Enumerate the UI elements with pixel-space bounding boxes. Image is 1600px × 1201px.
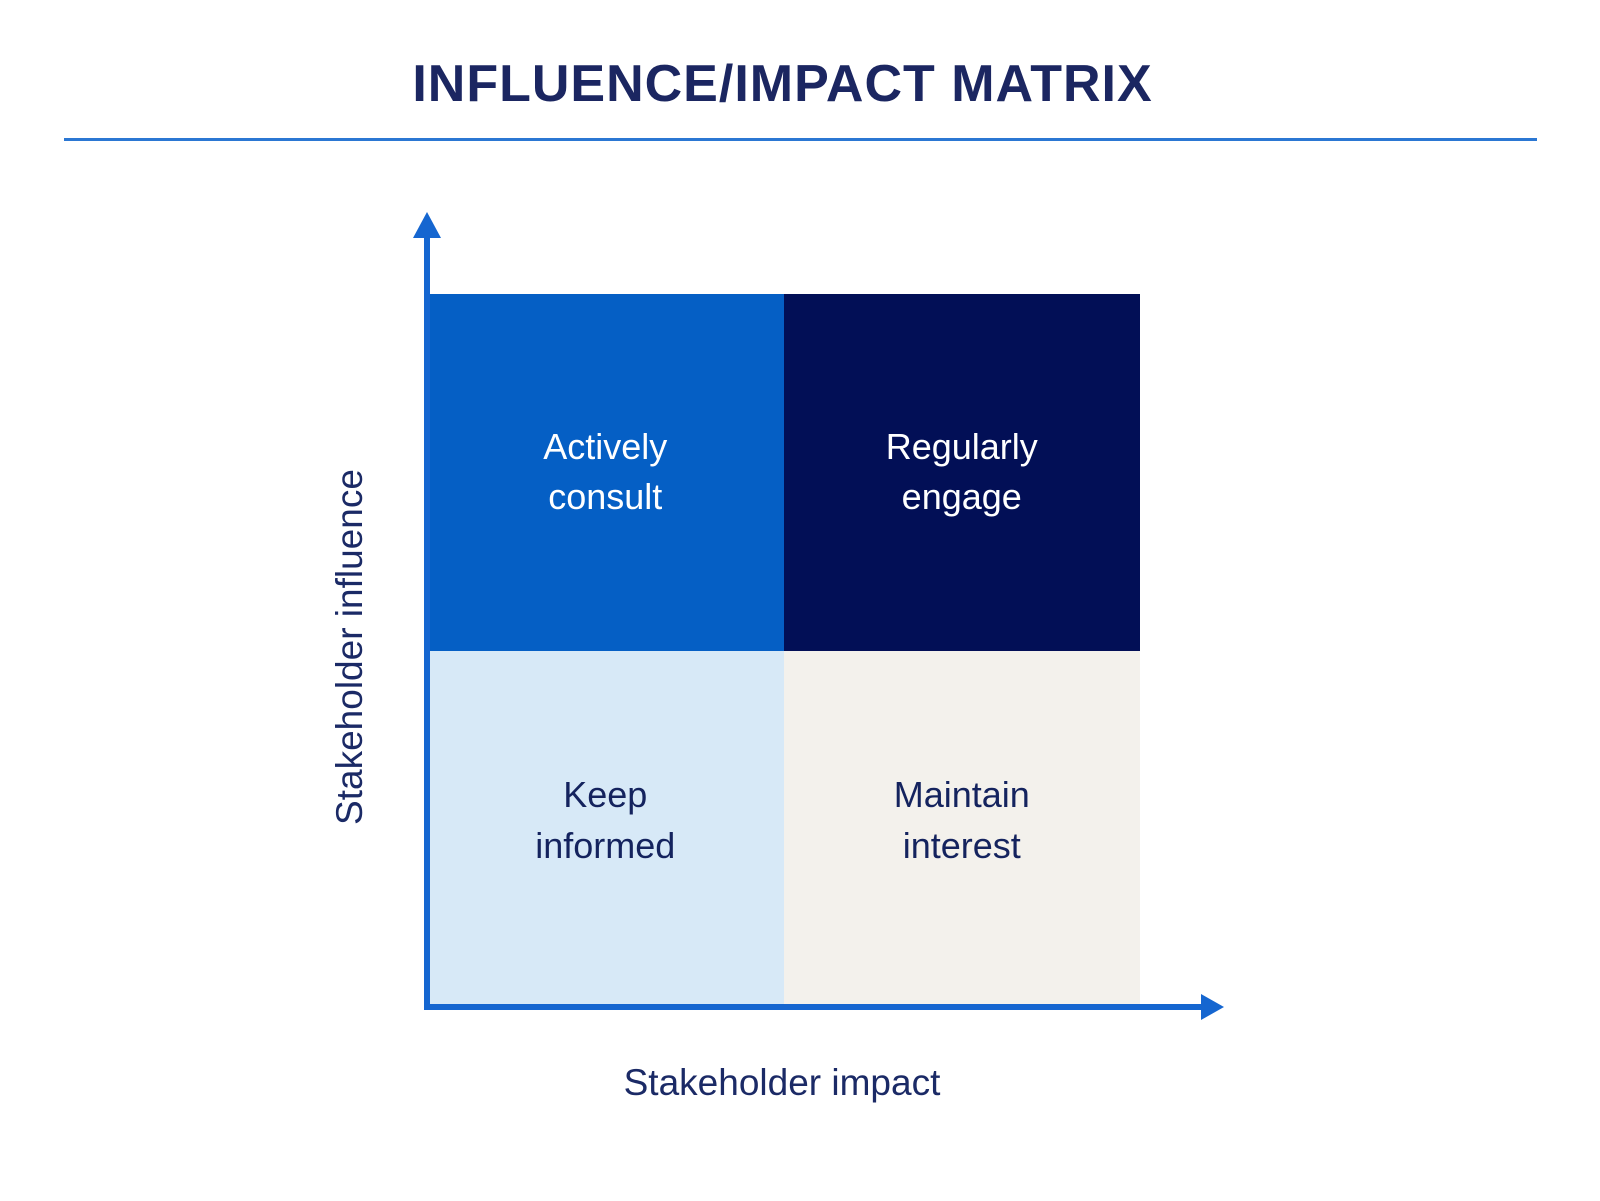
y-axis-arrowhead-icon bbox=[413, 212, 441, 238]
x-axis-label: Stakeholder impact bbox=[623, 1062, 941, 1103]
quadrant-label: Actively consult bbox=[543, 422, 667, 523]
quadrant-label-line: consult bbox=[548, 476, 663, 518]
x-axis-line bbox=[424, 1004, 1204, 1010]
title-divider bbox=[64, 138, 1537, 141]
quadrant-label-line: interest bbox=[902, 824, 1021, 866]
quadrant-label: Maintain interest bbox=[894, 770, 1030, 871]
quadrant-label-line: Keep bbox=[563, 774, 648, 816]
quadrant-regularly-engage: Regularly engage bbox=[783, 294, 1140, 651]
quadrant-label: Regularly engage bbox=[886, 422, 1038, 523]
y-axis-label: Stakeholder influence bbox=[329, 469, 370, 825]
x-axis-arrowhead-icon bbox=[1201, 994, 1224, 1020]
quadrant-keep-informed: Keep informed bbox=[427, 650, 784, 1007]
matrix-grid: Actively consult Regularly engage Keep i… bbox=[427, 294, 1140, 1007]
quadrant-label-line: Maintain bbox=[893, 774, 1030, 816]
quadrant-label-line: Regularly bbox=[885, 425, 1038, 467]
page-title: INFLUENCE/IMPACT MATRIX bbox=[412, 55, 1153, 113]
quadrant-maintain-interest: Maintain interest bbox=[783, 650, 1140, 1007]
quadrant-label: Keep informed bbox=[535, 770, 675, 871]
quadrant-actively-consult: Actively consult bbox=[427, 294, 784, 651]
quadrant-label-line: engage bbox=[901, 476, 1022, 518]
quadrant-label-line: Actively bbox=[543, 425, 668, 467]
quadrant-label-line: informed bbox=[535, 824, 676, 866]
y-axis-line bbox=[424, 238, 430, 1010]
